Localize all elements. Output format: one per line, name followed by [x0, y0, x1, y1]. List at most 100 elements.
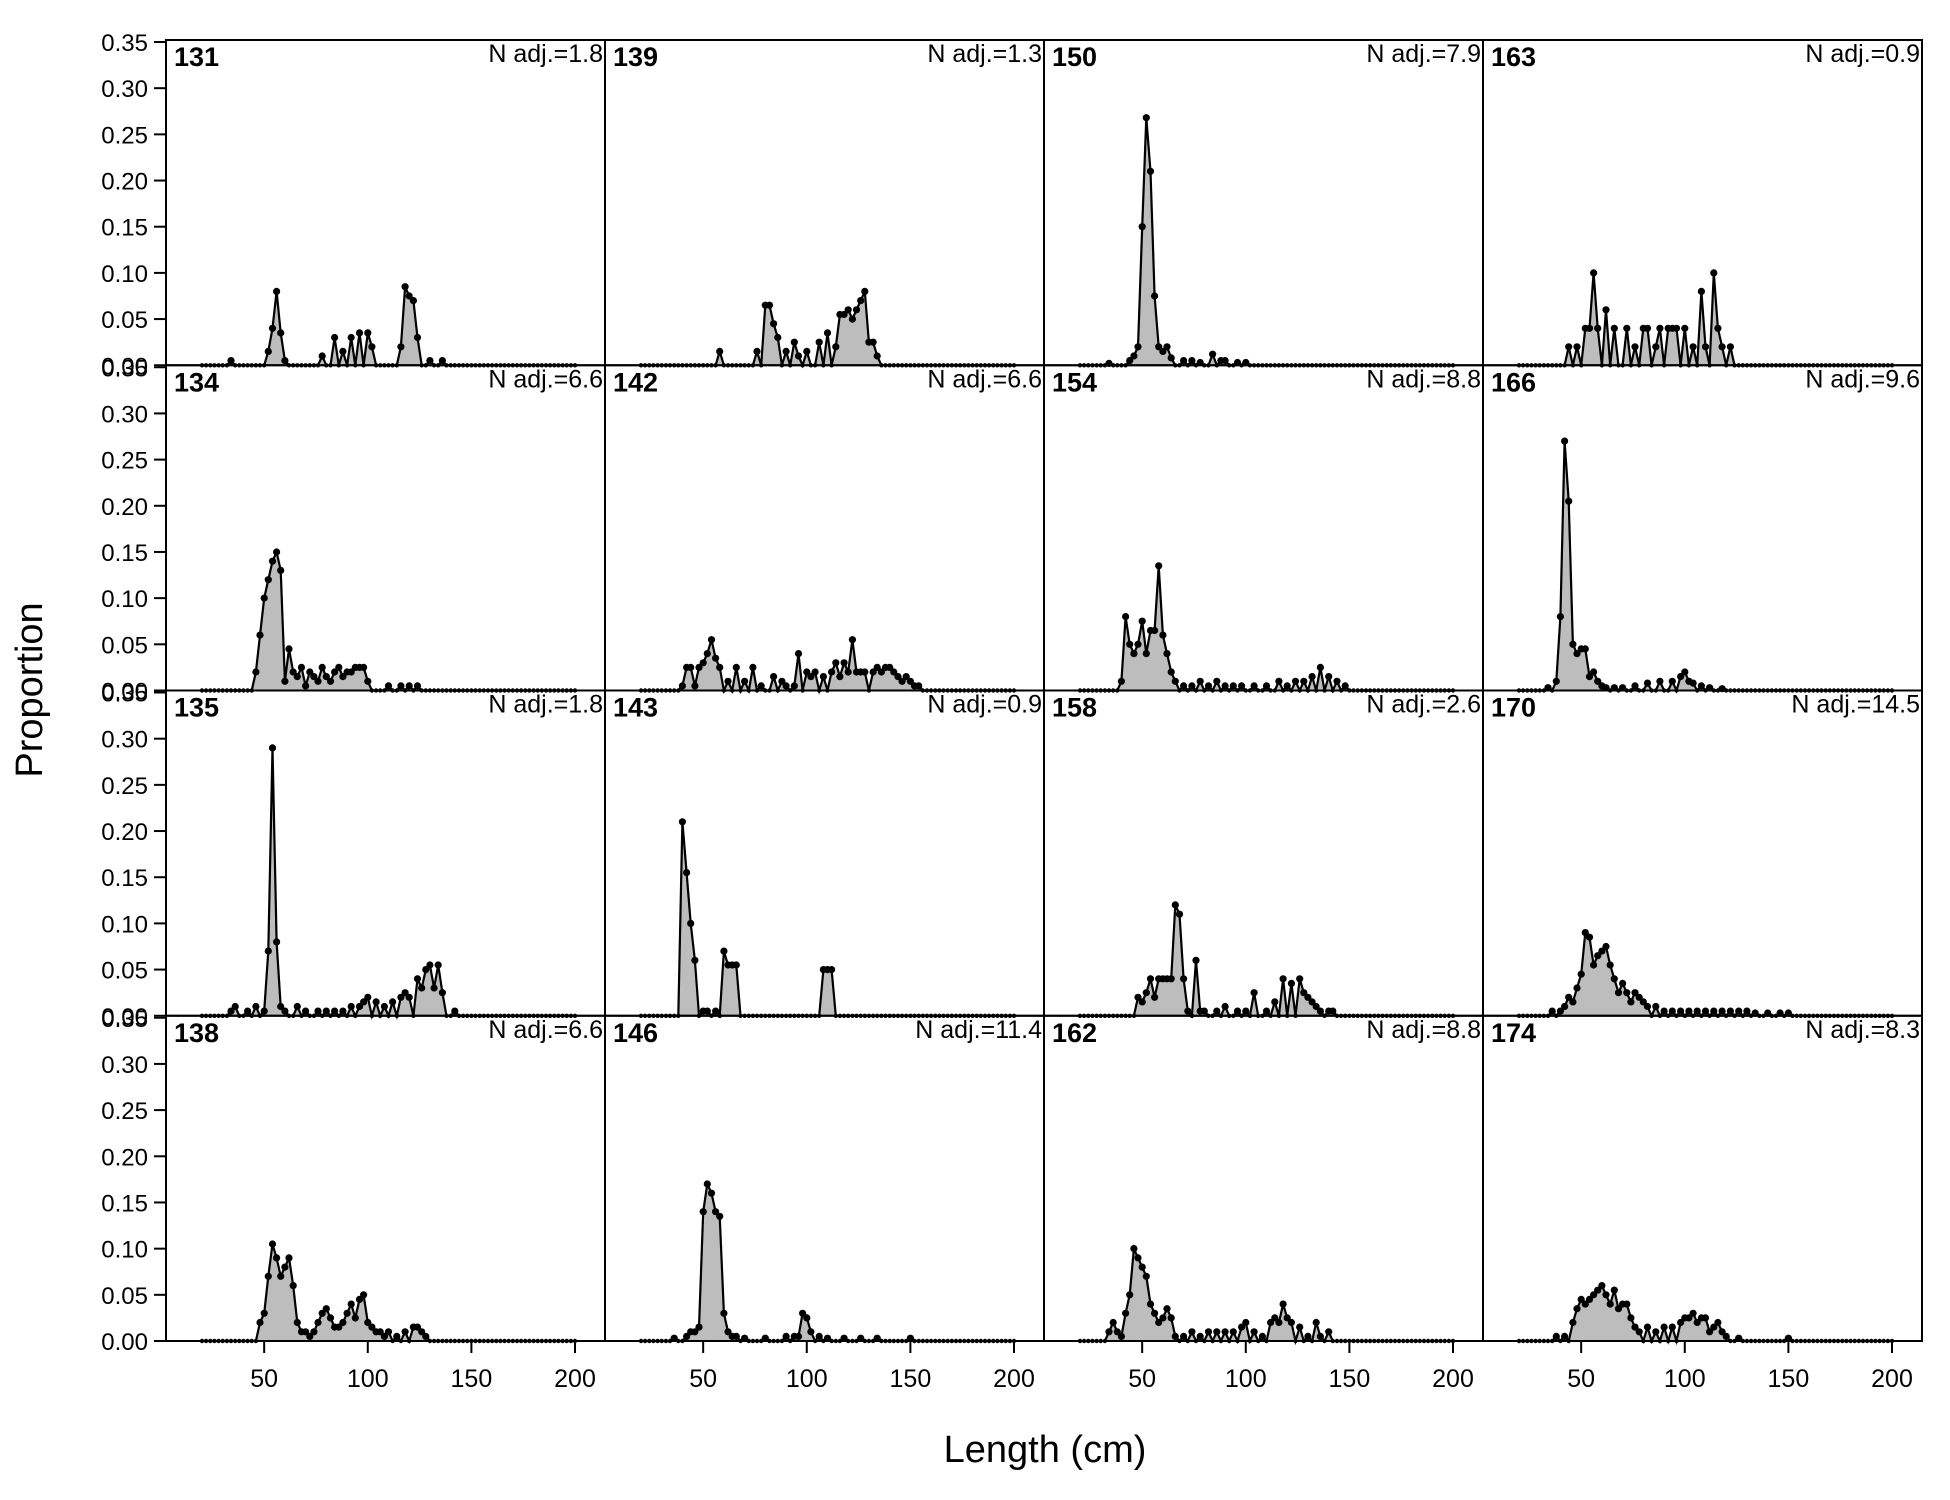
data-point — [1631, 989, 1639, 997]
data-point — [285, 645, 293, 653]
data-point — [790, 338, 798, 346]
data-point — [1623, 1300, 1631, 1308]
data-point — [1577, 970, 1585, 978]
data-point — [1134, 343, 1142, 351]
data-point — [322, 1305, 330, 1313]
data-point — [724, 1328, 732, 1336]
data-point — [1548, 1007, 1556, 1015]
data-point — [413, 1323, 422, 1331]
data-point — [716, 663, 724, 672]
data-point — [1151, 626, 1159, 635]
data-point — [794, 352, 803, 360]
data-point — [1117, 677, 1125, 685]
data-point — [1701, 343, 1710, 351]
data-point — [322, 1007, 330, 1015]
data-point — [1130, 352, 1138, 360]
data-point — [852, 306, 861, 314]
data-point — [256, 631, 264, 639]
data-point — [1130, 650, 1138, 658]
data-point — [1134, 993, 1142, 1001]
data-point — [360, 998, 368, 1006]
x-tick-label: 200 — [1432, 1365, 1474, 1393]
data-point — [1204, 1328, 1213, 1336]
n-adj-label: N adj.=8.8 — [1366, 1016, 1481, 1044]
panel-frame — [604, 1014, 1045, 1342]
data-point — [397, 343, 405, 351]
data-point — [314, 677, 322, 685]
data-point — [1693, 1007, 1701, 1015]
y-tick-label: 0.00 — [101, 679, 148, 706]
proportion-area — [1080, 904, 1453, 1016]
y-axis-label: Proportion — [9, 602, 51, 777]
data-point — [339, 1007, 347, 1015]
data-point — [1714, 324, 1722, 332]
data-point — [1685, 1007, 1693, 1015]
data-point — [331, 333, 339, 342]
data-point — [418, 984, 426, 992]
panel-frame — [1482, 364, 1923, 692]
panel-135: 135 N adj.=1.8 — [165, 689, 606, 1021]
data-point — [869, 668, 877, 676]
data-point — [732, 663, 740, 672]
data-point — [1316, 1007, 1324, 1015]
data-point — [1171, 1332, 1179, 1340]
data-point — [1184, 1007, 1192, 1015]
y-tick-label: 0.05 — [101, 307, 148, 334]
data-point — [1180, 357, 1188, 365]
data-point — [302, 1007, 310, 1015]
data-point — [678, 682, 687, 690]
data-point — [1652, 1002, 1660, 1011]
data-point — [1142, 1272, 1150, 1280]
data-point — [401, 989, 409, 997]
data-point — [1623, 989, 1631, 997]
data-point — [828, 966, 836, 974]
data-point — [1134, 1254, 1142, 1262]
data-point — [306, 1332, 314, 1340]
data-point — [1167, 1314, 1175, 1322]
panel-frame — [1043, 1014, 1484, 1342]
data-point — [1668, 1323, 1676, 1331]
n-adj-label: N adj.=0.9 — [927, 691, 1042, 719]
x-tick-label: 100 — [1225, 1365, 1267, 1393]
data-point — [807, 673, 815, 681]
data-point — [326, 1314, 335, 1322]
data-point — [1196, 677, 1204, 685]
data-point — [1163, 343, 1171, 351]
data-point — [840, 310, 848, 319]
data-point — [364, 993, 372, 1001]
proportion-area — [641, 1184, 1014, 1341]
data-point — [1283, 682, 1291, 690]
y-tick-label: 0.20 — [101, 494, 148, 521]
data-point — [765, 301, 774, 309]
data-point — [227, 357, 235, 365]
data-point — [1159, 347, 1167, 355]
data-point — [1594, 952, 1602, 960]
y-tick-label: 0.25 — [101, 1098, 148, 1125]
data-point — [318, 1309, 326, 1317]
data-point — [1122, 1309, 1130, 1317]
data-point — [409, 297, 417, 305]
data-point — [1635, 993, 1643, 1001]
data-point — [1126, 1291, 1134, 1299]
data-point — [1229, 1328, 1237, 1336]
data-point — [360, 663, 368, 672]
data-point — [314, 1318, 322, 1327]
n-adj-label: N adj.=1.8 — [488, 691, 603, 719]
data-point — [302, 1328, 310, 1336]
data-point — [836, 673, 844, 681]
data-point — [906, 677, 915, 685]
data-point — [268, 557, 277, 565]
data-point — [426, 357, 434, 365]
data-point — [857, 297, 865, 305]
data-point — [886, 663, 894, 672]
data-point — [1627, 998, 1635, 1006]
data-point — [794, 1332, 803, 1340]
data-point — [691, 1328, 699, 1336]
data-point — [331, 668, 339, 676]
data-point — [405, 292, 413, 300]
data-point — [790, 682, 798, 690]
data-point — [782, 347, 790, 355]
y-tick-label: 0.25 — [101, 448, 148, 475]
data-point — [1569, 640, 1577, 648]
y-tick-label: 0.15 — [101, 865, 148, 892]
